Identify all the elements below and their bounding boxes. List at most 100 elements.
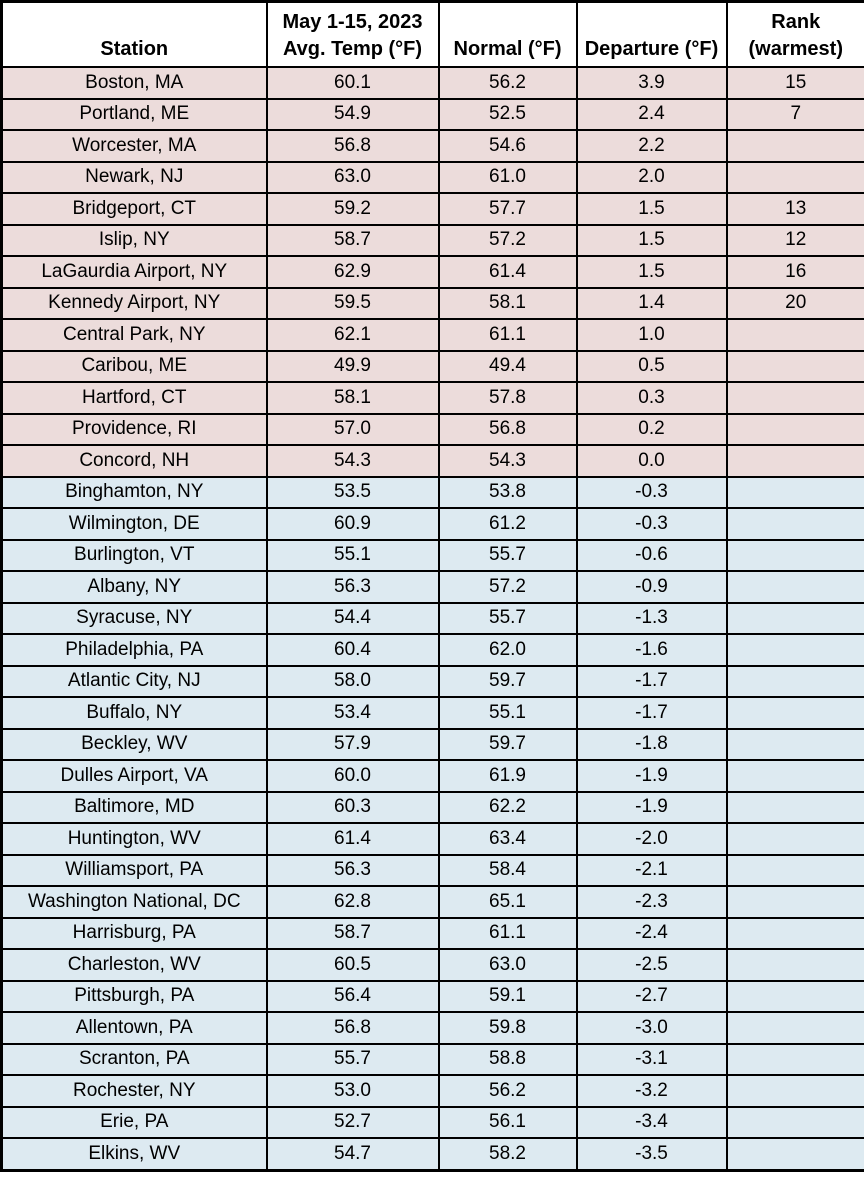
normal-cell: 63.4 [437,822,578,856]
avg-temp-cell: 49.9 [265,349,440,383]
rank-cell [725,1042,864,1076]
avg-temp-cell: 53.5 [265,475,440,509]
station-cell: Caribou, ME [0,349,268,383]
departure-cell: -1.9 [575,790,728,824]
table-row: Atlantic City, NJ 58.0 59.7 -1.7 [0,664,864,698]
table-row: Syracuse, NY 54.4 55.7 -1.3 [0,601,864,635]
station-cell: Boston, MA [0,66,268,100]
table-header: Station May 1-15, 2023 Avg. Temp (°F) No… [0,0,864,68]
normal-cell: 56.8 [437,412,578,446]
avg-temp-cell: 54.7 [265,1137,440,1171]
normal-cell: 55.7 [437,538,578,572]
station-header-label: Station [100,38,169,60]
normal-cell: 58.1 [437,286,578,320]
rank-cell [725,948,864,982]
departure-cell: -3.4 [575,1105,728,1139]
rank-cell [725,507,864,541]
normal-cell: 61.2 [437,507,578,541]
avg-temp-cell: 60.4 [265,633,440,667]
avg-temp-cell: 59.5 [265,286,440,320]
rank-cell [725,633,864,667]
table-row: Worcester, MA 56.8 54.6 2.2 [0,129,864,163]
rank-cell [725,160,864,194]
departure-cell: 1.4 [575,286,728,320]
departure-cell: -2.4 [575,916,728,950]
departure-cell: -1.3 [575,601,728,635]
rank-cell [725,822,864,856]
station-cell: Dulles Airport, VA [0,759,268,793]
table-row: Portland, ME 54.9 52.5 2.4 7 [0,97,864,131]
departure-cell: -1.7 [575,664,728,698]
departure-cell: -0.9 [575,570,728,604]
departure-cell: 1.5 [575,223,728,257]
station-cell: Albany, NY [0,570,268,604]
departure-cell: 2.4 [575,97,728,131]
rank-cell [725,916,864,950]
normal-cell: 57.8 [437,381,578,415]
station-cell: Rochester, NY [0,1074,268,1108]
table-row: Islip, NY 58.7 57.2 1.5 12 [0,223,864,257]
station-cell: Portland, ME [0,97,268,131]
normal-cell: 53.8 [437,475,578,509]
column-header-rank: Rank (warmest) [725,0,864,68]
departure-header-label: Departure (°F) [584,38,719,60]
avg-temp-cell: 59.2 [265,192,440,226]
departure-cell: 0.5 [575,349,728,383]
avg-temp-cell: 63.0 [265,160,440,194]
rank-cell [725,538,864,572]
rank-cell [725,570,864,604]
rank-cell [725,979,864,1013]
normal-cell: 57.7 [437,192,578,226]
table-row: Philadelphia, PA 60.4 62.0 -1.6 [0,633,864,667]
station-cell: Harrisburg, PA [0,916,268,950]
normal-cell: 61.1 [437,916,578,950]
rank-header-line2: (warmest) [748,38,843,60]
table-row: Burlington, VT 55.1 55.7 -0.6 [0,538,864,572]
station-cell: Allentown, PA [0,1011,268,1045]
avg-temp-cell: 60.5 [265,948,440,982]
avg-temp-header-line1: May 1-15, 2023 [282,11,423,33]
station-cell: Concord, NH [0,444,268,478]
station-cell: Philadelphia, PA [0,633,268,667]
departure-cell: -3.2 [575,1074,728,1108]
station-cell: Syracuse, NY [0,601,268,635]
table-row: Huntington, WV 61.4 63.4 -2.0 [0,822,864,856]
departure-cell: 2.0 [575,160,728,194]
normal-cell: 57.2 [437,223,578,257]
avg-temp-cell: 56.3 [265,570,440,604]
normal-cell: 59.7 [437,664,578,698]
rank-cell [725,885,864,919]
avg-temp-cell: 58.1 [265,381,440,415]
table-row: Hartford, CT 58.1 57.8 0.3 [0,381,864,415]
rank-cell [725,790,864,824]
table-row: LaGaurdia Airport, NY 62.9 61.4 1.5 16 [0,255,864,289]
column-header-departure: Departure (°F) [575,0,728,68]
normal-cell: 56.1 [437,1105,578,1139]
departure-cell: -2.0 [575,822,728,856]
avg-temp-cell: 62.1 [265,318,440,352]
rank-cell [725,696,864,730]
departure-cell: -2.1 [575,853,728,887]
normal-cell: 58.2 [437,1137,578,1171]
avg-temp-cell: 58.7 [265,223,440,257]
avg-temp-cell: 58.0 [265,664,440,698]
avg-temp-cell: 60.9 [265,507,440,541]
rank-cell [725,601,864,635]
rank-cell: 7 [725,97,864,131]
table-row: Baltimore, MD 60.3 62.2 -1.9 [0,790,864,824]
header-row: Station May 1-15, 2023 Avg. Temp (°F) No… [0,0,864,68]
avg-temp-cell: 56.8 [265,1011,440,1045]
normal-cell: 55.1 [437,696,578,730]
station-cell: Pittsburgh, PA [0,979,268,1013]
station-cell: Hartford, CT [0,381,268,415]
normal-cell: 58.8 [437,1042,578,1076]
rank-cell [725,759,864,793]
avg-temp-cell: 52.7 [265,1105,440,1139]
table-row: Harrisburg, PA 58.7 61.1 -2.4 [0,916,864,950]
rank-cell [725,381,864,415]
normal-cell: 57.2 [437,570,578,604]
rank-header-line1: Rank [771,11,821,33]
table-row: Pittsburgh, PA 56.4 59.1 -2.7 [0,979,864,1013]
